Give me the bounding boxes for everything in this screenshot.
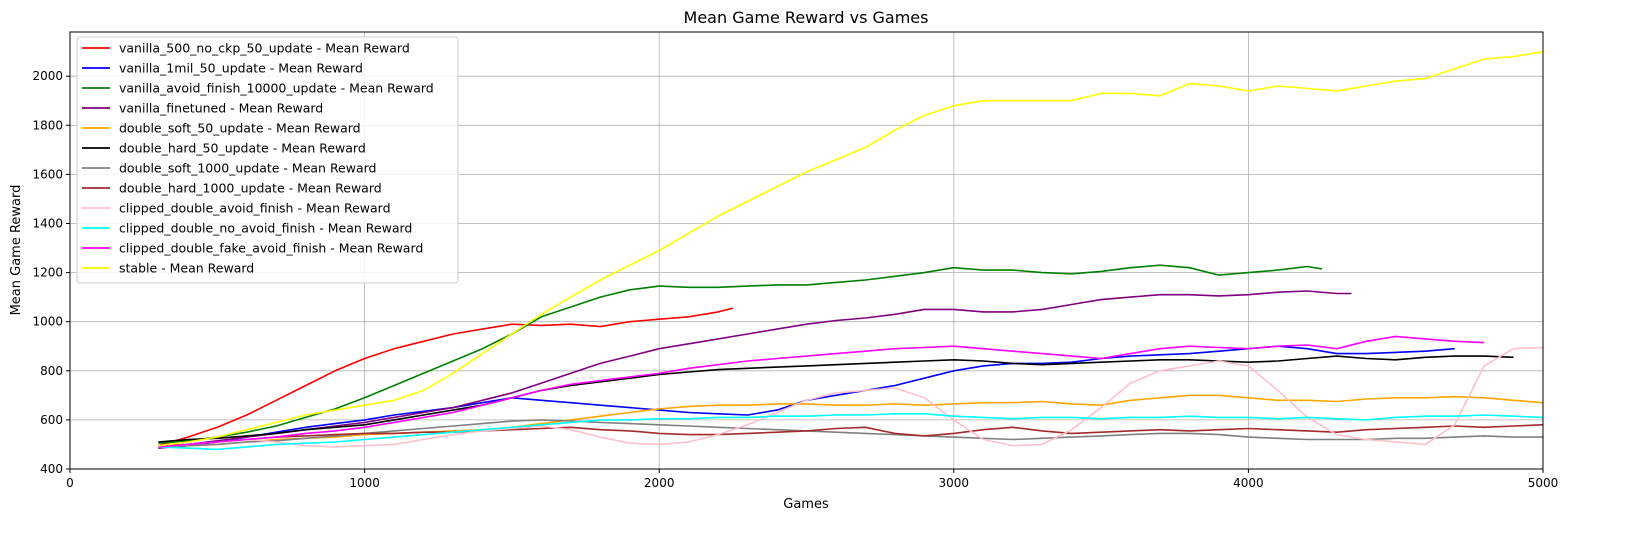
legend-entry: double_soft_50_update - Mean Reward (119, 121, 361, 136)
legend-entry: double_soft_1000_update - Mean Reward (119, 161, 377, 176)
legend-entry: stable - Mean Reward (119, 261, 254, 276)
legend-entry: vanilla_500_no_ckp_50_update - Mean Rewa… (119, 41, 410, 56)
y-tick-label: 400 (40, 462, 63, 476)
legend-box (76, 36, 459, 284)
series-line-7 (158, 424, 1544, 447)
y-tick-label: 1400 (32, 216, 63, 230)
series-line-0 (158, 307, 734, 447)
series-line-8 (158, 346, 1544, 448)
legend-entry: clipped_double_fake_avoid_finish - Mean … (119, 241, 423, 256)
y-tick-label: 800 (40, 364, 63, 378)
x-tick-label: 2000 (644, 476, 675, 490)
axis-ticks: 0 1000 2000 3000 4000 5000 400 600 800 1000 1200 14… (32, 69, 1558, 490)
x-axis-label: Games (783, 497, 829, 512)
series-line-5 (158, 355, 1514, 443)
legend-entry: vanilla_1mil_50_update - Mean Reward (119, 61, 363, 76)
y-tick-label: 1200 (32, 266, 63, 280)
y-tick-label: 1600 (32, 167, 63, 181)
series-line-3 (158, 290, 1352, 449)
legend-entry: vanilla_finetuned - Mean Reward (119, 101, 323, 116)
legend-entry: double_hard_50_update - Mean Reward (119, 141, 366, 156)
y-tick-label: 600 (40, 413, 63, 427)
plot-frame (69, 31, 1544, 470)
series-line-11 (158, 50, 1544, 447)
legend-entry: vanilla_avoid_finish_10000_update - Mean… (119, 81, 434, 96)
legend: vanilla_500_no_ckp_50_update - Mean Rewa… (76, 36, 459, 284)
x-tick-label: 5000 (1528, 476, 1559, 490)
y-axis-label: Mean Game Reward (9, 185, 24, 316)
series-line-10 (158, 335, 1485, 448)
x-tick-label: 1000 (349, 476, 380, 490)
y-tick-label: 1000 (32, 315, 63, 329)
y-tick-label: 1800 (32, 118, 63, 132)
series-line-6 (158, 419, 1543, 448)
x-tick-label: 0 (66, 476, 74, 490)
y-tick-label: 2000 (32, 69, 63, 83)
x-tick-label: 4000 (1233, 476, 1264, 490)
series-line-2 (158, 264, 1323, 444)
series-line-9 (158, 413, 1544, 451)
series-layer (158, 50, 1544, 451)
x-tick-label: 3000 (939, 476, 970, 490)
legend-entry: clipped_double_no_avoid_finish - Mean Re… (119, 221, 412, 236)
legend-entry: double_hard_1000_update - Mean Reward (119, 181, 382, 196)
chart-title: Mean Game Reward vs Games (684, 8, 929, 27)
legend-entry: clipped_double_avoid_finish - Mean Rewar… (119, 201, 391, 216)
